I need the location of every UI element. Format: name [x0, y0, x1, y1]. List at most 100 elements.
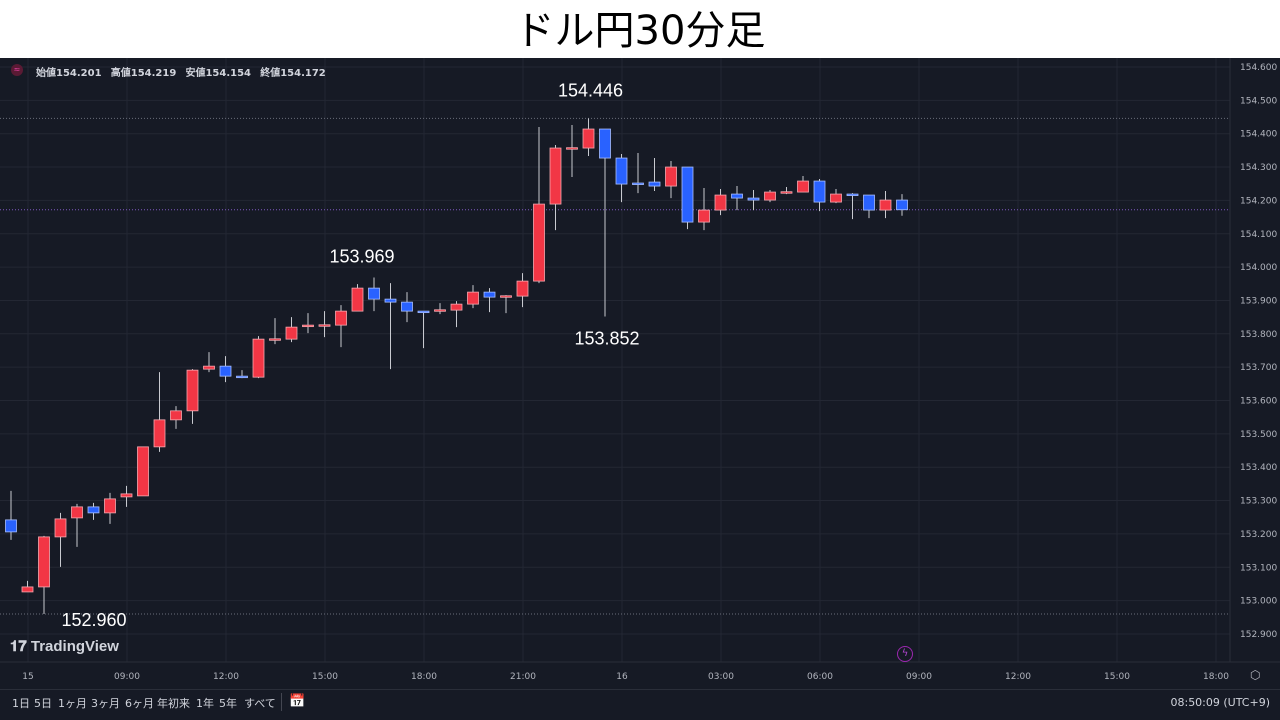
candle-down — [648, 181, 661, 187]
candle-down — [87, 506, 100, 514]
close-label: 終値 — [260, 68, 281, 79]
candle-down — [813, 180, 826, 203]
y-tick-label: 154.200 — [1240, 196, 1277, 206]
x-tick-label: 12:00 — [213, 672, 239, 682]
candle-up — [318, 324, 331, 327]
price-annotation: 154.446 — [558, 80, 623, 100]
candle-up — [335, 310, 347, 326]
candle-down — [632, 182, 644, 185]
candle-up — [797, 180, 809, 193]
candle-down — [747, 197, 760, 201]
candle-down — [384, 298, 397, 303]
candle-down — [863, 194, 875, 211]
candle-up — [21, 586, 34, 593]
range-button[interactable]: 1年 — [196, 697, 214, 710]
candle-up — [533, 203, 545, 282]
x-tick-label: 12:00 — [1005, 672, 1031, 682]
date-range-calendar-icon[interactable]: 📅 — [289, 694, 306, 709]
candle-up — [467, 291, 479, 305]
y-tick-label: 153.200 — [1240, 530, 1277, 540]
x-tick-label: 21:00 — [510, 672, 536, 682]
x-tick-label: 18:00 — [411, 672, 437, 682]
candle-down — [219, 365, 232, 377]
chart-area[interactable] — [0, 58, 1280, 720]
candle-up — [269, 338, 281, 341]
x-tick-label: 18:00 — [1203, 672, 1229, 682]
settings-icon[interactable]: ⬡ — [1250, 668, 1261, 682]
candle-up — [137, 446, 149, 497]
candle-down — [846, 193, 859, 196]
open-label: 始値 — [36, 68, 56, 79]
candle-down — [401, 301, 413, 312]
range-button[interactable]: 5年 — [219, 697, 237, 710]
high-value: 154.219 — [130, 68, 177, 79]
candle-up — [71, 506, 83, 519]
range-button[interactable]: 年初来 — [157, 697, 190, 710]
candle-down — [615, 157, 628, 185]
candle-up — [879, 199, 892, 211]
x-tick-label: 15:00 — [312, 672, 338, 682]
x-tick-label: 09:00 — [114, 672, 140, 682]
candle-up — [153, 419, 166, 448]
currency-icon[interactable]: ≈ — [11, 64, 23, 76]
y-tick-label: 153.900 — [1240, 296, 1277, 306]
low-label: 安値 — [185, 68, 206, 79]
candle-down — [5, 519, 17, 533]
y-tick-label: 153.300 — [1240, 497, 1277, 507]
range-button[interactable]: 1日 — [12, 697, 30, 710]
candle-up — [516, 280, 529, 297]
x-tick-label: 03:00 — [708, 672, 734, 682]
y-tick-label: 153.100 — [1240, 563, 1277, 573]
y-tick-label: 154.400 — [1240, 130, 1277, 140]
candle-up — [500, 295, 512, 298]
y-tick-label: 153.500 — [1240, 430, 1277, 440]
y-tick-label: 154.300 — [1240, 163, 1277, 173]
y-tick-label: 153.800 — [1240, 330, 1277, 340]
candle-up — [450, 303, 463, 311]
candle-down — [236, 375, 248, 379]
range-button[interactable]: 3ヶ月 — [91, 697, 120, 710]
candle-up — [351, 287, 364, 312]
candle-down — [368, 287, 380, 300]
x-tick-label: 09:00 — [906, 672, 932, 682]
candle-up — [764, 191, 776, 201]
lightning-icon[interactable]: ϟ — [897, 646, 913, 662]
candle-up — [120, 493, 133, 498]
candle-up — [780, 191, 793, 194]
y-tick-label: 154.000 — [1240, 263, 1277, 273]
range-button[interactable]: 1ヶ月 — [58, 697, 87, 710]
clock: 08:50:09 (UTC+9) — [1170, 696, 1270, 709]
candle-up — [104, 498, 116, 514]
close-value: 154.172 — [280, 68, 326, 79]
y-tick-label: 154.600 — [1240, 63, 1277, 73]
x-tick-label: 15 — [22, 672, 33, 682]
candle-down — [896, 199, 908, 211]
low-value: 154.154 — [205, 68, 252, 79]
price-annotation: 153.852 — [574, 328, 639, 348]
range-button[interactable]: 6ヶ月 — [125, 697, 154, 710]
candle-up — [252, 338, 265, 378]
candle-up — [170, 410, 182, 421]
tradingview-logo[interactable]: 𝟏𝟕 TradingView — [10, 638, 119, 655]
y-tick-label: 153.000 — [1240, 597, 1277, 607]
candle-up — [582, 128, 595, 149]
candle-down — [483, 291, 496, 298]
candle-up — [698, 209, 710, 223]
candle-down — [731, 193, 743, 199]
candle-up — [38, 536, 50, 588]
range-button[interactable]: 5日 — [34, 697, 52, 710]
candle-down — [681, 166, 694, 223]
candle-up — [714, 194, 727, 211]
ohlc-legend: 始値154.201 高値154.219 安値154.154 終値154.172 — [36, 64, 332, 79]
y-tick-label: 153.700 — [1240, 363, 1277, 373]
y-tick-label: 152.900 — [1240, 630, 1277, 640]
candle-up — [54, 518, 67, 538]
y-tick-label: 154.500 — [1240, 96, 1277, 106]
y-tick-label: 153.400 — [1240, 463, 1277, 473]
candle-up — [665, 166, 677, 187]
tradingview-logo-icon: 𝟏𝟕 — [10, 638, 31, 655]
candle-down — [599, 128, 611, 159]
candle-up — [566, 147, 578, 150]
range-button[interactable]: すべて — [244, 697, 276, 710]
